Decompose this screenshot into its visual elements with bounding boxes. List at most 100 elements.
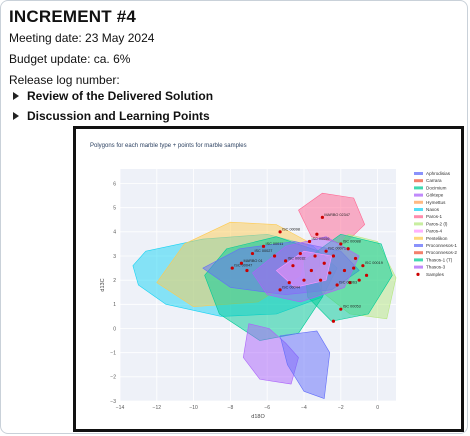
x-tick-label: −12: [153, 405, 162, 411]
sample-point: [364, 273, 369, 277]
sample-label: ISC 00011: [266, 242, 284, 246]
sample-point: [298, 251, 302, 256]
x-tick-label: −10: [189, 405, 198, 411]
legend-entry: Naxos: [426, 207, 440, 212]
sample-label: ISC 00032: [288, 256, 306, 260]
sample-point: [353, 256, 358, 261]
x-axis-label: d18O: [251, 414, 265, 420]
details-review-solution[interactable]: Review of the Delivered Solution: [13, 89, 213, 103]
y-tick-label: −3: [110, 399, 116, 405]
x-tick-label: −8: [228, 405, 234, 411]
x-tick-label: −14: [116, 405, 125, 411]
sample-point: [250, 251, 255, 256]
sample-label: ISC 00056: [312, 237, 330, 241]
sample-label: ISC 00053: [343, 305, 361, 309]
legend-entry: Hymettus: [426, 200, 446, 205]
sample-point: [339, 242, 343, 246]
meeting-date: Meeting date: 23 May 2024: [9, 31, 155, 45]
sample-point: [331, 254, 336, 258]
legend-entry: Proconnesos-2: [426, 250, 457, 255]
sample-point: [339, 307, 343, 311]
legend-entry: Göktepe: [426, 193, 444, 198]
legend-entry: Paros-4: [426, 229, 443, 234]
legend-entry: Thasos-1 (T): [426, 257, 453, 262]
scatter-plot: −14 −12 −10 −8 −6 −4 −2 0−3−2−10123456d18Od13CM…: [100, 169, 457, 420]
legend-swatch: [414, 236, 423, 240]
sample-label: ISC 00027: [254, 249, 272, 253]
sample-label: ISC 00071: [328, 247, 346, 251]
sample-point: [291, 264, 295, 268]
legend-entry: Samples: [426, 272, 445, 277]
legend-entry: Docimium: [426, 185, 447, 190]
sample-point: [331, 319, 336, 323]
x-tick-label: −4: [301, 405, 307, 411]
sample-label: MARBO 02347: [324, 213, 350, 217]
sample-point: [313, 254, 317, 258]
sample-label: ISC 00047: [234, 264, 252, 268]
y-tick-label: 4: [113, 230, 116, 236]
chart-figure: Polygons for each marble type + points f…: [73, 126, 464, 432]
sample-point: [322, 261, 326, 265]
legend-entry: Thasos-3: [426, 265, 446, 270]
x-tick-label: 0: [376, 405, 379, 411]
legend-entry: Carrara: [426, 178, 442, 183]
legend-swatch: [414, 172, 423, 175]
legend-swatch: [414, 258, 423, 262]
sample-point: [287, 280, 291, 285]
details-review-solution-label: Review of the Delivered Solution: [27, 89, 214, 103]
legend-swatch: [414, 193, 423, 197]
sample-point: [315, 232, 319, 236]
y-tick-label: −2: [110, 375, 116, 381]
sample-point: [261, 244, 266, 248]
legend-swatch: [414, 208, 423, 211]
x-tick-label: −2: [338, 405, 344, 411]
details-discussion-learning[interactable]: Discussion and Learning Points: [13, 109, 210, 123]
sample-label: MARBO 01: [243, 259, 262, 263]
legend-swatch: [414, 200, 423, 204]
sample-point: [346, 247, 350, 251]
sample-point: [278, 288, 282, 292]
sample-point: [309, 268, 313, 273]
legend-entry: Aphrodisias: [426, 171, 451, 176]
sample-label: ISC 00044: [282, 285, 300, 289]
sample-point: [239, 261, 244, 265]
sample-point: [348, 280, 352, 285]
y-tick-label: 2: [113, 278, 116, 284]
disclosure-triangle-icon: [13, 92, 19, 100]
y-tick-label: 1: [113, 302, 116, 308]
page-title: INCREMENT #4: [9, 7, 137, 26]
legend-swatch: [414, 186, 423, 190]
sample-point: [272, 254, 277, 258]
legend-swatch: [416, 272, 420, 276]
region-aphrodisias: [279, 330, 331, 399]
legend-swatch: [414, 265, 423, 269]
release-log-number: Release log number:: [9, 73, 120, 87]
y-tick-label: 6: [113, 181, 116, 187]
sample-label: ISC 00019: [365, 261, 383, 265]
sample-point: [352, 266, 356, 270]
sample-point: [278, 230, 282, 234]
legend-entry: Paros-1: [426, 214, 443, 219]
sample-point: [324, 249, 328, 253]
legend-swatch: [414, 222, 423, 226]
y-tick-label: 3: [113, 254, 116, 260]
y-tick-label: 0: [113, 326, 116, 332]
sample-point: [328, 271, 332, 275]
legend-entry: Paros-2 (l): [426, 221, 448, 226]
sample-point: [320, 215, 324, 219]
legend-entry: Pentelikon: [426, 236, 448, 241]
legend-swatch: [414, 229, 423, 233]
chart-title: Polygons for each marble type + points f…: [90, 143, 247, 149]
sample-label: ISC 00098: [282, 227, 300, 231]
legend-entry: Proconnesos-1: [426, 243, 457, 248]
sample-point: [245, 268, 249, 273]
legend-swatch: [414, 179, 423, 183]
sample-point: [342, 268, 347, 273]
sample-point: [335, 283, 339, 287]
legend-swatch: [414, 244, 423, 247]
y-tick-label: −1: [110, 350, 116, 356]
sample-label: ISC 00063: [339, 281, 357, 285]
y-axis-label: d13C: [100, 278, 106, 291]
legend-swatch: [414, 251, 423, 255]
